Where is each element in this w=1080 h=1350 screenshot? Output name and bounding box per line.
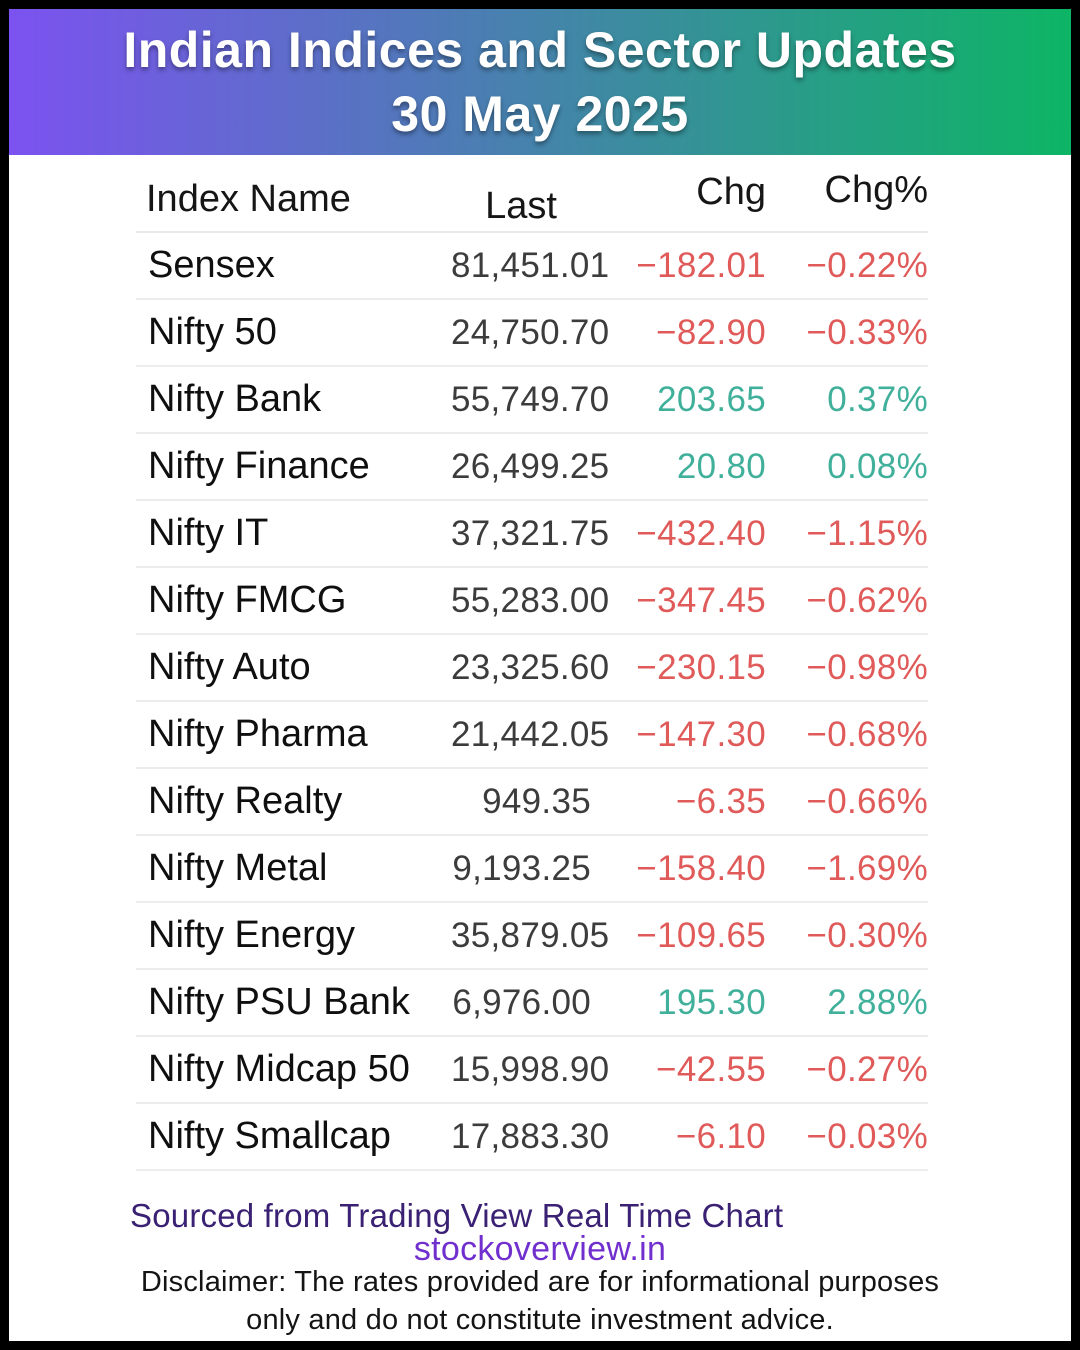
chg-cell: −42.55 xyxy=(656,1049,766,1089)
col-header-index-name: Index Name xyxy=(146,177,351,220)
chg-pct-cell: −0.66% xyxy=(806,781,928,821)
chg-pct-cell: −0.62% xyxy=(806,580,928,620)
index-name-cell: Nifty 50 xyxy=(148,311,277,353)
index-name-cell: Nifty PSU Bank xyxy=(148,981,410,1023)
index-name-cell: Nifty Auto xyxy=(148,646,311,688)
chg-pct-cell: 0.08% xyxy=(827,446,928,486)
chg-cell: −109.65 xyxy=(636,915,766,955)
chg-cell: −158.40 xyxy=(636,848,766,888)
table-body: Sensex 81,451.01 −182.01 −0.22% Nifty 50… xyxy=(136,233,928,1171)
chg-pct-cell: 0.37% xyxy=(827,379,928,419)
last-cell: 55,749.70 xyxy=(451,379,610,419)
chg-cell: −6.35 xyxy=(675,781,766,821)
chg-pct-cell: −0.03% xyxy=(806,1116,928,1156)
chg-cell: −347.45 xyxy=(636,580,766,620)
index-name-cell: Nifty Realty xyxy=(148,780,343,822)
indices-table: Index Name Last Chg Chg% Sensex 81,451.0… xyxy=(136,167,928,1171)
chg-cell: 20.80 xyxy=(676,446,766,486)
chg-pct-cell: −0.68% xyxy=(806,714,928,754)
index-name-cell: Sensex xyxy=(148,244,275,286)
last-cell: 24,750.70 xyxy=(451,312,610,352)
last-cell: 15,998.90 xyxy=(451,1049,610,1089)
chg-cell: −147.30 xyxy=(636,714,766,754)
table-row: Nifty Bank 55,749.70 203.65 0.37% xyxy=(136,367,928,434)
chg-cell: −182.01 xyxy=(636,245,766,285)
last-cell: 949.35 xyxy=(482,781,591,821)
table-row: Nifty Smallcap 17,883.30 −6.10 −0.03% xyxy=(136,1104,928,1171)
index-name-cell: Nifty Metal xyxy=(148,847,328,889)
chg-cell: 203.65 xyxy=(657,379,766,419)
col-header-last: Last xyxy=(485,184,557,227)
chg-pct-cell: −1.69% xyxy=(806,848,928,888)
index-name-cell: Nifty Pharma xyxy=(148,713,368,755)
last-cell: 37,321.75 xyxy=(451,513,610,553)
chg-pct-cell: −0.30% xyxy=(806,915,928,955)
table-row: Nifty Midcap 50 15,998.90 −42.55 −0.27% xyxy=(136,1037,928,1104)
index-name-cell: Nifty FMCG xyxy=(148,579,347,621)
index-name-cell: Nifty Energy xyxy=(148,914,355,956)
col-header-chg: Chg xyxy=(696,170,766,213)
page-date: 30 May 2025 xyxy=(391,86,689,142)
last-cell: 21,442.05 xyxy=(451,714,610,754)
col-header-chg-pct: Chg% xyxy=(824,168,929,211)
chg-pct-cell: 2.88% xyxy=(827,982,928,1022)
disclaimer-line-2: only and do not constitute investment ad… xyxy=(246,1304,834,1336)
table-row: Nifty Metal 9,193.25 −158.40 −1.69% xyxy=(136,836,928,903)
last-cell: 17,883.30 xyxy=(451,1116,610,1156)
last-cell: 26,499.25 xyxy=(451,446,610,486)
chg-cell: −82.90 xyxy=(656,312,766,352)
last-cell: 35,879.05 xyxy=(451,915,610,955)
source-attribution: Sourced from Trading View Real Time Char… xyxy=(130,1197,784,1234)
table-row: Nifty Pharma 21,442.05 −147.30 −0.68% xyxy=(136,702,928,769)
disclaimer-line-1: Disclaimer: The rates provided are for i… xyxy=(140,1266,940,1298)
table-header-row: Index Name Last Chg Chg% xyxy=(136,167,928,233)
chg-pct-cell: −0.27% xyxy=(806,1049,928,1089)
chg-cell: 195.30 xyxy=(657,982,766,1022)
last-cell: 6,976.00 xyxy=(452,982,591,1022)
last-cell: 81,451.01 xyxy=(451,245,610,285)
table-row: Nifty PSU Bank 6,976.00 195.30 2.88% xyxy=(136,970,928,1037)
chg-pct-cell: −0.22% xyxy=(806,245,928,285)
last-cell: 9,193.25 xyxy=(452,848,591,888)
website-name: stockoverview.in xyxy=(413,1230,667,1268)
chg-pct-cell: −0.98% xyxy=(806,647,928,687)
chg-pct-cell: −0.33% xyxy=(806,312,928,352)
index-name-cell: Nifty Midcap 50 xyxy=(148,1048,410,1090)
table-row: Nifty IT 37,321.75 −432.40 −1.15% xyxy=(136,501,928,568)
index-name-cell: Nifty Bank xyxy=(148,378,322,420)
chg-pct-cell: −1.15% xyxy=(806,513,928,553)
last-cell: 55,283.00 xyxy=(451,580,610,620)
table-row: Sensex 81,451.01 −182.01 −0.22% xyxy=(136,233,928,300)
table-row: Nifty 50 24,750.70 −82.90 −0.33% xyxy=(136,300,928,367)
disclaimer-text: Disclaimer: The rates provided are for i… xyxy=(9,1263,1071,1339)
index-name-cell: Nifty Finance xyxy=(148,445,370,487)
chg-cell: −230.15 xyxy=(636,647,766,687)
table-row: Nifty Energy 35,879.05 −109.65 −0.30% xyxy=(136,903,928,970)
table-row: Nifty Finance 26,499.25 20.80 0.08% xyxy=(136,434,928,501)
page-title: Indian Indices and Sector Updates xyxy=(123,22,957,78)
table-row: Nifty Auto 23,325.60 −230.15 −0.98% xyxy=(136,635,928,702)
index-name-cell: Nifty IT xyxy=(148,512,269,554)
title-banner: Indian Indices and Sector Updates 30 May… xyxy=(9,9,1071,155)
chg-cell: −6.10 xyxy=(675,1116,766,1156)
index-name-cell: Nifty Smallcap xyxy=(148,1115,391,1157)
table-row: Nifty Realty 949.35 −6.35 −0.66% xyxy=(136,769,928,836)
table-row: Nifty FMCG 55,283.00 −347.45 −0.62% xyxy=(136,568,928,635)
last-cell: 23,325.60 xyxy=(451,647,610,687)
chg-cell: −432.40 xyxy=(636,513,766,553)
